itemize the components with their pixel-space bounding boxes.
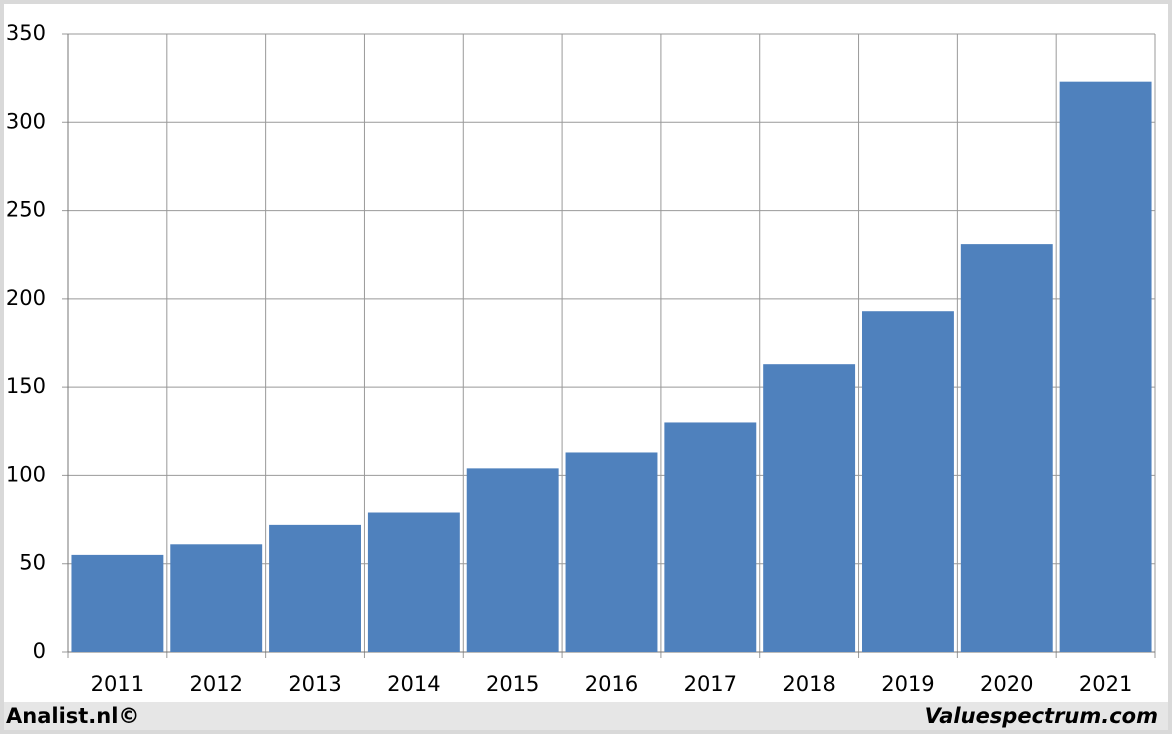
bar xyxy=(367,512,460,652)
y-tick-label: 200 xyxy=(6,286,46,310)
x-tick-label: 2019 xyxy=(881,672,934,696)
y-tick-label: 50 xyxy=(19,551,46,575)
bar xyxy=(466,468,559,652)
y-tick-label: 100 xyxy=(6,462,46,486)
footer-right: Valuespectrum.com xyxy=(925,704,1158,728)
bar xyxy=(763,364,856,652)
bar xyxy=(170,544,263,652)
bar xyxy=(565,452,658,652)
x-tick-label: 2016 xyxy=(585,672,638,696)
x-tick-label: 2020 xyxy=(980,672,1033,696)
footer-band xyxy=(4,702,1168,730)
bar xyxy=(862,311,954,652)
x-tick-label: 2021 xyxy=(1079,672,1132,696)
x-tick-label: 2018 xyxy=(782,672,835,696)
y-tick-label: 300 xyxy=(6,109,46,133)
footer-left: Analist.nl© xyxy=(6,704,139,728)
x-tick-label: 2015 xyxy=(486,672,539,696)
x-tick-label: 2017 xyxy=(684,672,737,696)
x-tick-label: 2014 xyxy=(387,672,440,696)
bar xyxy=(664,422,757,652)
bar xyxy=(1059,81,1152,652)
bar xyxy=(960,244,1053,652)
bar xyxy=(71,554,164,652)
y-tick-label: 0 xyxy=(33,639,46,663)
y-tick-label: 350 xyxy=(6,21,46,45)
y-tick-label: 250 xyxy=(6,198,46,222)
bar xyxy=(269,524,361,652)
y-tick-label: 150 xyxy=(6,374,46,398)
x-tick-label: 2013 xyxy=(288,672,341,696)
x-tick-label: 2012 xyxy=(190,672,243,696)
x-tick-label: 2011 xyxy=(91,672,144,696)
